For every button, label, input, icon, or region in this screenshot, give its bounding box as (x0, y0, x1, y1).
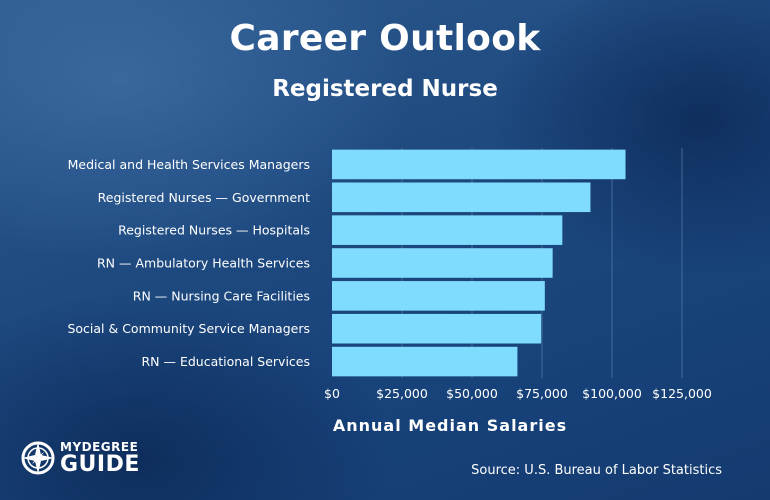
source-note: Source: U.S. Bureau of Labor Statistics (471, 463, 722, 478)
x-tick-label: $125,000 (652, 386, 712, 401)
x-tick-label: $25,000 (376, 386, 428, 401)
x-tick-label: $100,000 (582, 386, 642, 401)
bars (332, 149, 626, 377)
category-label: RN — Ambulatory Health Services (97, 256, 310, 271)
category-label: RN — Nursing Care Facilities (133, 288, 310, 303)
category-label: Social & Community Service Managers (67, 321, 310, 336)
bar (332, 149, 626, 180)
category-labels: Medical and Health Services Managers Regi… (67, 157, 310, 369)
category-label: RN — Educational Services (141, 354, 310, 369)
bar (332, 346, 518, 377)
chart-subtitle: Registered Nurse (272, 76, 498, 102)
bar (332, 182, 591, 213)
bar (332, 215, 563, 245)
bar (332, 281, 545, 311)
logo-text-bottom: GUIDE (60, 452, 140, 477)
logo: MYDEGREE GUIDE (20, 440, 150, 484)
chart-title: Career Outlook (229, 18, 541, 59)
x-tick-label: $0 (324, 386, 340, 401)
x-tick-label: $50,000 (446, 386, 498, 401)
category-label: Registered Nurses — Government (98, 190, 310, 205)
category-label: Medical and Health Services Managers (68, 157, 310, 172)
tick-labels: $0 $25,000 $50,000 $75,000 $100,000 $125,000 (324, 386, 712, 401)
compass-icon (21, 441, 55, 475)
bar (332, 313, 542, 344)
logo-text-top: MYDEGREE (60, 440, 139, 454)
bar (332, 248, 553, 278)
category-label: Registered Nurses — Hospitals (118, 223, 310, 238)
x-axis-label: Annual Median Salaries (332, 416, 568, 435)
x-tick-label: $75,000 (516, 386, 568, 401)
